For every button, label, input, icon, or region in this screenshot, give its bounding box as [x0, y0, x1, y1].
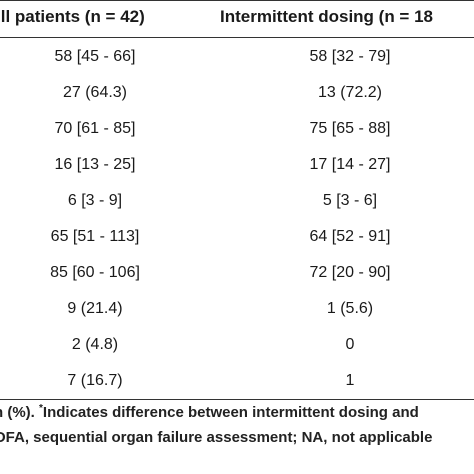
cell-intermittent: 58 [32 - 79]: [309, 48, 391, 65]
cell-all-patients: 70 [61 - 85]: [54, 120, 136, 137]
footnote-text: Indicates difference between intermitten…: [42, 404, 419, 421]
table-row: 70 [61 - 85] 75 [65 - 88]: [0, 112, 474, 146]
table-bottom-rule: [0, 399, 474, 400]
cell-all-patients: 6 [3 - 9]: [67, 192, 123, 209]
cell-intermittent: 64 [52 - 91]: [309, 228, 391, 245]
cell-all-patients: 2 (4.8): [71, 336, 119, 353]
cell-all-patients: 9 (21.4): [67, 300, 123, 317]
cell-intermittent: 13 (72.2): [317, 84, 383, 101]
table-row: 16 [13 - 25] 17 [14 - 27]: [0, 148, 474, 182]
cell-all-patients: 85 [60 - 106]: [50, 264, 140, 281]
cell-intermittent: 75 [65 - 88]: [309, 120, 391, 137]
cell-intermittent: 72 [20 - 90]: [309, 264, 391, 281]
footnote-marker: *: [39, 403, 43, 414]
table-top-rule: [0, 0, 474, 1]
cell-all-patients: 16 [13 - 25]: [54, 156, 136, 173]
cell-intermittent: 17 [14 - 27]: [309, 156, 391, 173]
table-row: 58 [45 - 66] 58 [32 - 79]: [0, 40, 474, 74]
table-row: 27 (64.3) 13 (72.2): [0, 76, 474, 110]
table-row: 65 [51 - 113] 64 [52 - 91]: [0, 220, 474, 254]
footnote-line-1: n (%). *Indicates difference between int…: [0, 403, 419, 423]
cell-all-patients: 65 [51 - 113]: [50, 228, 140, 245]
cell-intermittent: 1 (5.6): [326, 300, 374, 317]
cell-intermittent: 0: [345, 336, 355, 353]
table-row: 85 [60 - 106] 72 [20 - 90]: [0, 256, 474, 290]
cell-all-patients: 58 [45 - 66]: [54, 48, 136, 65]
cell-intermittent: 1: [345, 372, 355, 389]
cell-intermittent: 5 [3 - 6]: [322, 192, 378, 209]
cell-all-patients: 7 (16.7): [67, 372, 123, 389]
table-row: 2 (4.8) 0: [0, 328, 474, 362]
header-rule: [0, 37, 474, 38]
header-all-patients: .ll patients (n = 42): [0, 7, 145, 26]
footnote-line-2: OFA, sequential organ failure assessment…: [0, 429, 433, 446]
table-row: 6 [3 - 9] 5 [3 - 6]: [0, 184, 474, 218]
footnote-prefix: n (%).: [0, 404, 35, 421]
table-row: 9 (21.4) 1 (5.6): [0, 292, 474, 326]
table-row: 7 (16.7) 1: [0, 364, 474, 398]
cell-all-patients: 27 (64.3): [62, 84, 128, 101]
header-intermittent-dosing: Intermittent dosing (n = 18: [220, 7, 433, 26]
